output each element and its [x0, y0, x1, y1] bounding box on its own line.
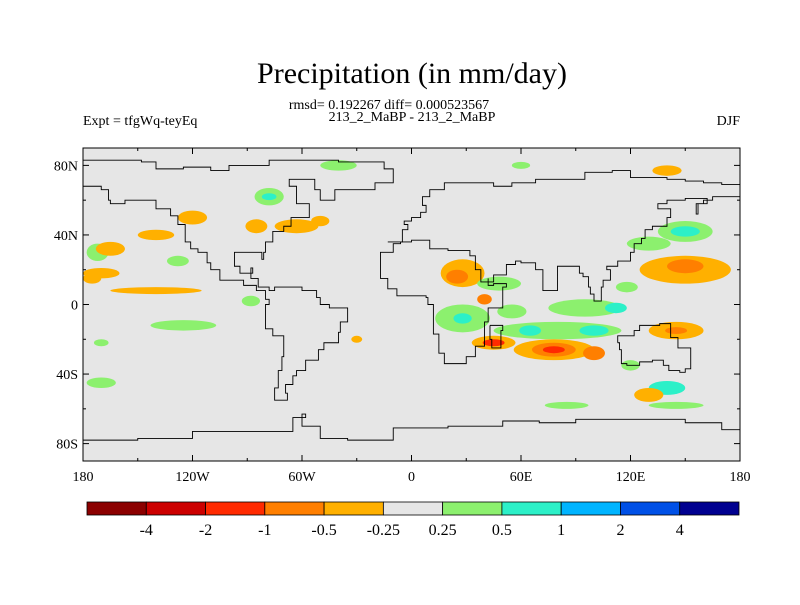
colorbar-label-4: -0.25	[367, 522, 400, 539]
x-tick-label-1: 120W	[175, 470, 210, 485]
anomaly-patch-40	[626, 236, 671, 251]
anomaly-patch-19	[446, 269, 469, 284]
x-tick-label-6: 180	[730, 470, 751, 485]
anomaly-patch-29	[519, 325, 542, 336]
experiment-label: Expt = tfgWq-teyEq	[83, 114, 197, 129]
anomaly-layer	[83, 160, 731, 409]
season-label: DJF	[717, 114, 741, 129]
x-tick-label-0: 180	[73, 470, 94, 485]
anomaly-patch-10	[95, 241, 125, 256]
anomaly-patch-46	[648, 401, 704, 409]
subtitle: 213_2_MaBP - 213_2_MaBP	[329, 110, 496, 125]
y-tick-label-3: 40S	[56, 368, 78, 383]
colorbar-swatch-3	[264, 501, 325, 516]
anomaly-patch-17	[241, 295, 261, 307]
x-tick-label-5: 120E	[616, 470, 646, 485]
colorbar-label-8: 2	[616, 522, 624, 539]
x-axis: 180 120W 60W 0 60E 120E 180	[73, 148, 751, 485]
colorbar-label-3: -0.5	[311, 522, 336, 539]
x-tick-label-3: 0	[408, 470, 415, 485]
colorbar-swatch-2	[205, 501, 266, 516]
colorbar-swatch-9	[620, 501, 681, 516]
anomaly-patch-1	[652, 165, 682, 176]
anomaly-patch-8	[137, 229, 175, 241]
colorbar-swatch-10	[679, 501, 740, 516]
anomaly-patch-6	[274, 219, 319, 234]
y-tick-label-4: 80S	[56, 438, 78, 453]
anomaly-patch-25	[548, 299, 622, 317]
colorbar-label-9: 4	[676, 522, 684, 539]
anomaly-patch-4	[261, 193, 277, 201]
x-tick-label-2: 60W	[288, 470, 316, 485]
anomaly-patch-48	[86, 377, 116, 388]
colorbar-swatch-1	[145, 501, 206, 516]
y-tick-label-1: 40N	[54, 229, 78, 244]
colorbar-label-5: 0.25	[429, 522, 457, 539]
anomaly-patch-2	[177, 210, 208, 225]
anomaly-patch-15	[93, 339, 109, 347]
y-axis: 80N 40N 0 40S 80S	[54, 159, 740, 453]
colorbar-swatch-4	[323, 501, 384, 516]
anomaly-patch-14	[150, 320, 217, 331]
anomaly-patch-11	[166, 255, 189, 267]
colorbar: -4 -2 -1 -0.5 -0.25 0.25 0.5 1 2 4	[86, 501, 740, 539]
x-tick-label-4: 60E	[510, 470, 533, 485]
anomaly-patch-39	[667, 259, 704, 274]
coastline-1	[387, 170, 740, 243]
anomaly-patch-35	[583, 346, 605, 361]
stats-text: rmsd= 0.192267 diff= 0.000523567	[289, 98, 489, 113]
colorbar-label-7: 1	[557, 522, 565, 539]
colorbar-swatch-6	[442, 501, 503, 516]
anomaly-patch-26	[604, 302, 627, 314]
anomaly-patch-47	[544, 401, 589, 409]
anomaly-patch-50	[351, 335, 363, 343]
colorbar-swatch-8	[560, 501, 621, 516]
anomaly-patch-37	[665, 327, 688, 335]
coastline-4	[617, 323, 692, 373]
chart-title: Precipitation (in mm/day)	[257, 57, 567, 90]
anomaly-patch-28	[579, 325, 609, 336]
colorbar-label-0: -4	[140, 522, 153, 539]
colorbar-swatch-5	[382, 501, 444, 516]
colorbar-swatch-7	[501, 501, 562, 516]
anomaly-patch-31	[482, 339, 505, 347]
coastline-3	[489, 324, 504, 349]
anomaly-patch-0	[320, 160, 357, 171]
colorbar-label-1: -2	[199, 522, 212, 539]
colorbar-label-2: -1	[258, 522, 271, 539]
coastline-5	[83, 413, 740, 441]
coastline-2	[380, 196, 740, 365]
anomaly-patch-49	[511, 161, 531, 169]
anomaly-patch-12	[110, 287, 202, 295]
anomaly-patch-24	[497, 304, 527, 319]
coastline-layer	[83, 159, 740, 441]
y-tick-label-0: 80N	[54, 159, 78, 174]
anomaly-patch-16	[83, 273, 102, 284]
anomaly-patch-45	[634, 387, 664, 402]
map-background	[83, 148, 740, 461]
anomaly-patch-42	[670, 226, 700, 237]
colorbar-swatch-0	[86, 501, 147, 516]
anomaly-patch-34	[542, 346, 565, 354]
anomaly-patch-7	[311, 215, 330, 227]
anomaly-patch-43	[615, 281, 638, 293]
anomaly-patch-5	[245, 219, 268, 234]
anomaly-patch-21	[477, 294, 492, 305]
y-tick-label-2: 0	[71, 299, 78, 314]
anomaly-patch-23	[453, 313, 472, 324]
coastline-0	[83, 159, 394, 401]
colorbar-label-6: 0.5	[492, 522, 512, 539]
